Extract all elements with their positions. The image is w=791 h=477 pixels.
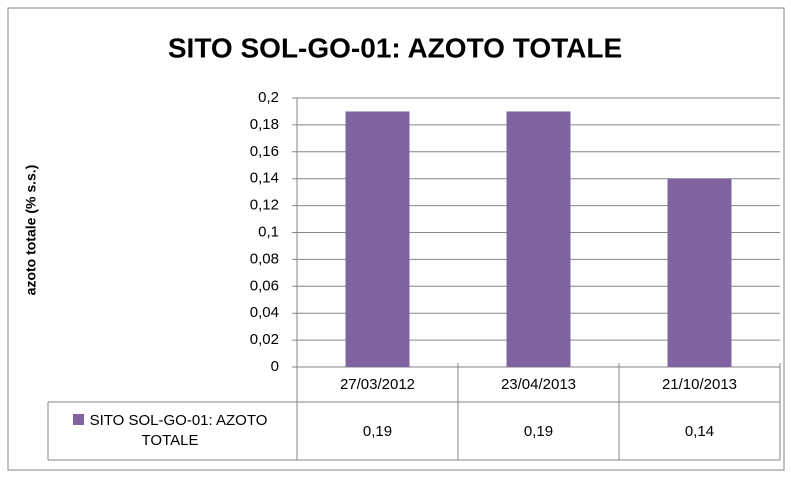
y-tick-label: 0 [271,358,279,375]
y-tick-label: 0,08 [250,250,279,267]
table-value: 0,14 [685,423,714,440]
y-tick-label: 0,06 [250,277,279,294]
x-tick-label: 23/04/2013 [501,376,576,393]
legend-label: SITO SOL-GO-01: AZOTO TOTALE [89,412,268,449]
x-tick-label: 27/03/2012 [340,376,415,393]
chart-title: SITO SOL-GO-01: AZOTO TOTALE [168,32,622,63]
y-tick-label: 0,1 [258,223,279,240]
y-tick-label: 0,16 [250,143,279,160]
y-tick-label: 0,18 [250,116,279,133]
legend-cell: SITO SOL-GO-01: AZOTO TOTALE [60,411,280,451]
y-axis-label: azoto totale (% s.s.) [23,165,39,296]
table-value: 0,19 [524,423,553,440]
y-tick-label: 0,04 [250,304,279,321]
bar [345,111,410,367]
x-tick-label: 21/10/2013 [662,376,737,393]
bar [506,111,571,367]
y-tick-label: 0,2 [258,89,279,106]
table-value: 0,19 [363,423,392,440]
y-tick-label: 0,12 [250,197,279,214]
y-tick-label: 0,14 [250,170,279,187]
bar [667,178,732,367]
legend-swatch [72,414,84,425]
y-tick-label: 0,02 [250,331,279,348]
